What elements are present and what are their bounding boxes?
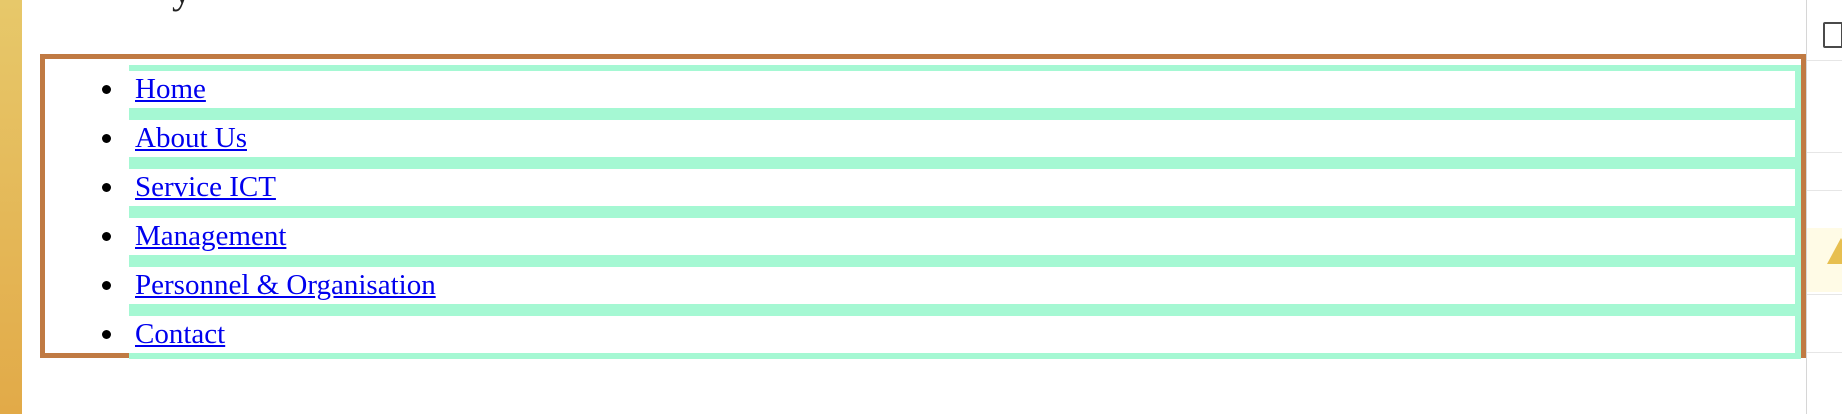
panel-divider xyxy=(1807,60,1842,61)
devtools-side-panel xyxy=(1806,0,1842,414)
nav-link-service-ict[interactable]: Service ICT xyxy=(135,171,276,203)
bullet-icon xyxy=(102,232,111,241)
panel-divider xyxy=(1807,294,1842,295)
bullet-icon xyxy=(102,281,111,290)
panel-divider xyxy=(1807,352,1842,353)
nav-item-management: Management xyxy=(102,212,1801,261)
bullet-icon xyxy=(102,85,111,94)
title-fragment: y xyxy=(172,0,192,10)
nav-link-management[interactable]: Management xyxy=(135,220,287,252)
navigation-box: Home About Us Service ICT Management xyxy=(40,54,1806,359)
nav-item-cell: Management xyxy=(129,218,1795,255)
nav-item-personnel-organisation: Personnel & Organisation xyxy=(102,261,1801,310)
nav-item-home: Home xyxy=(102,65,1801,114)
nav-item-about-us: About Us xyxy=(102,114,1801,163)
panel-divider xyxy=(1807,190,1842,191)
panel-toggle-icon[interactable] xyxy=(1823,22,1842,48)
bullet-icon xyxy=(102,134,111,143)
nav-item-cell: Contact xyxy=(129,316,1795,353)
nav-link-home[interactable]: Home xyxy=(135,73,206,105)
bullet-icon xyxy=(102,330,111,339)
nav-item-service-ict: Service ICT xyxy=(102,163,1801,212)
nav-link-about-us[interactable]: About Us xyxy=(135,122,247,154)
nav-link-personnel-organisation[interactable]: Personnel & Organisation xyxy=(135,269,436,301)
left-gutter xyxy=(0,0,22,414)
nav-item-cell: Home xyxy=(129,71,1795,108)
nav-item-cell: Service ICT xyxy=(129,169,1795,206)
nav-item-cell: About Us xyxy=(129,120,1795,157)
nav-link-contact[interactable]: Contact xyxy=(135,318,226,350)
nav-item-cell: Personnel & Organisation xyxy=(129,267,1795,304)
bullet-icon xyxy=(102,183,111,192)
warning-icon xyxy=(1827,238,1842,264)
navigation-list: Home About Us Service ICT Management xyxy=(102,65,1801,359)
panel-divider xyxy=(1807,152,1842,153)
nav-item-contact: Contact xyxy=(102,310,1801,359)
